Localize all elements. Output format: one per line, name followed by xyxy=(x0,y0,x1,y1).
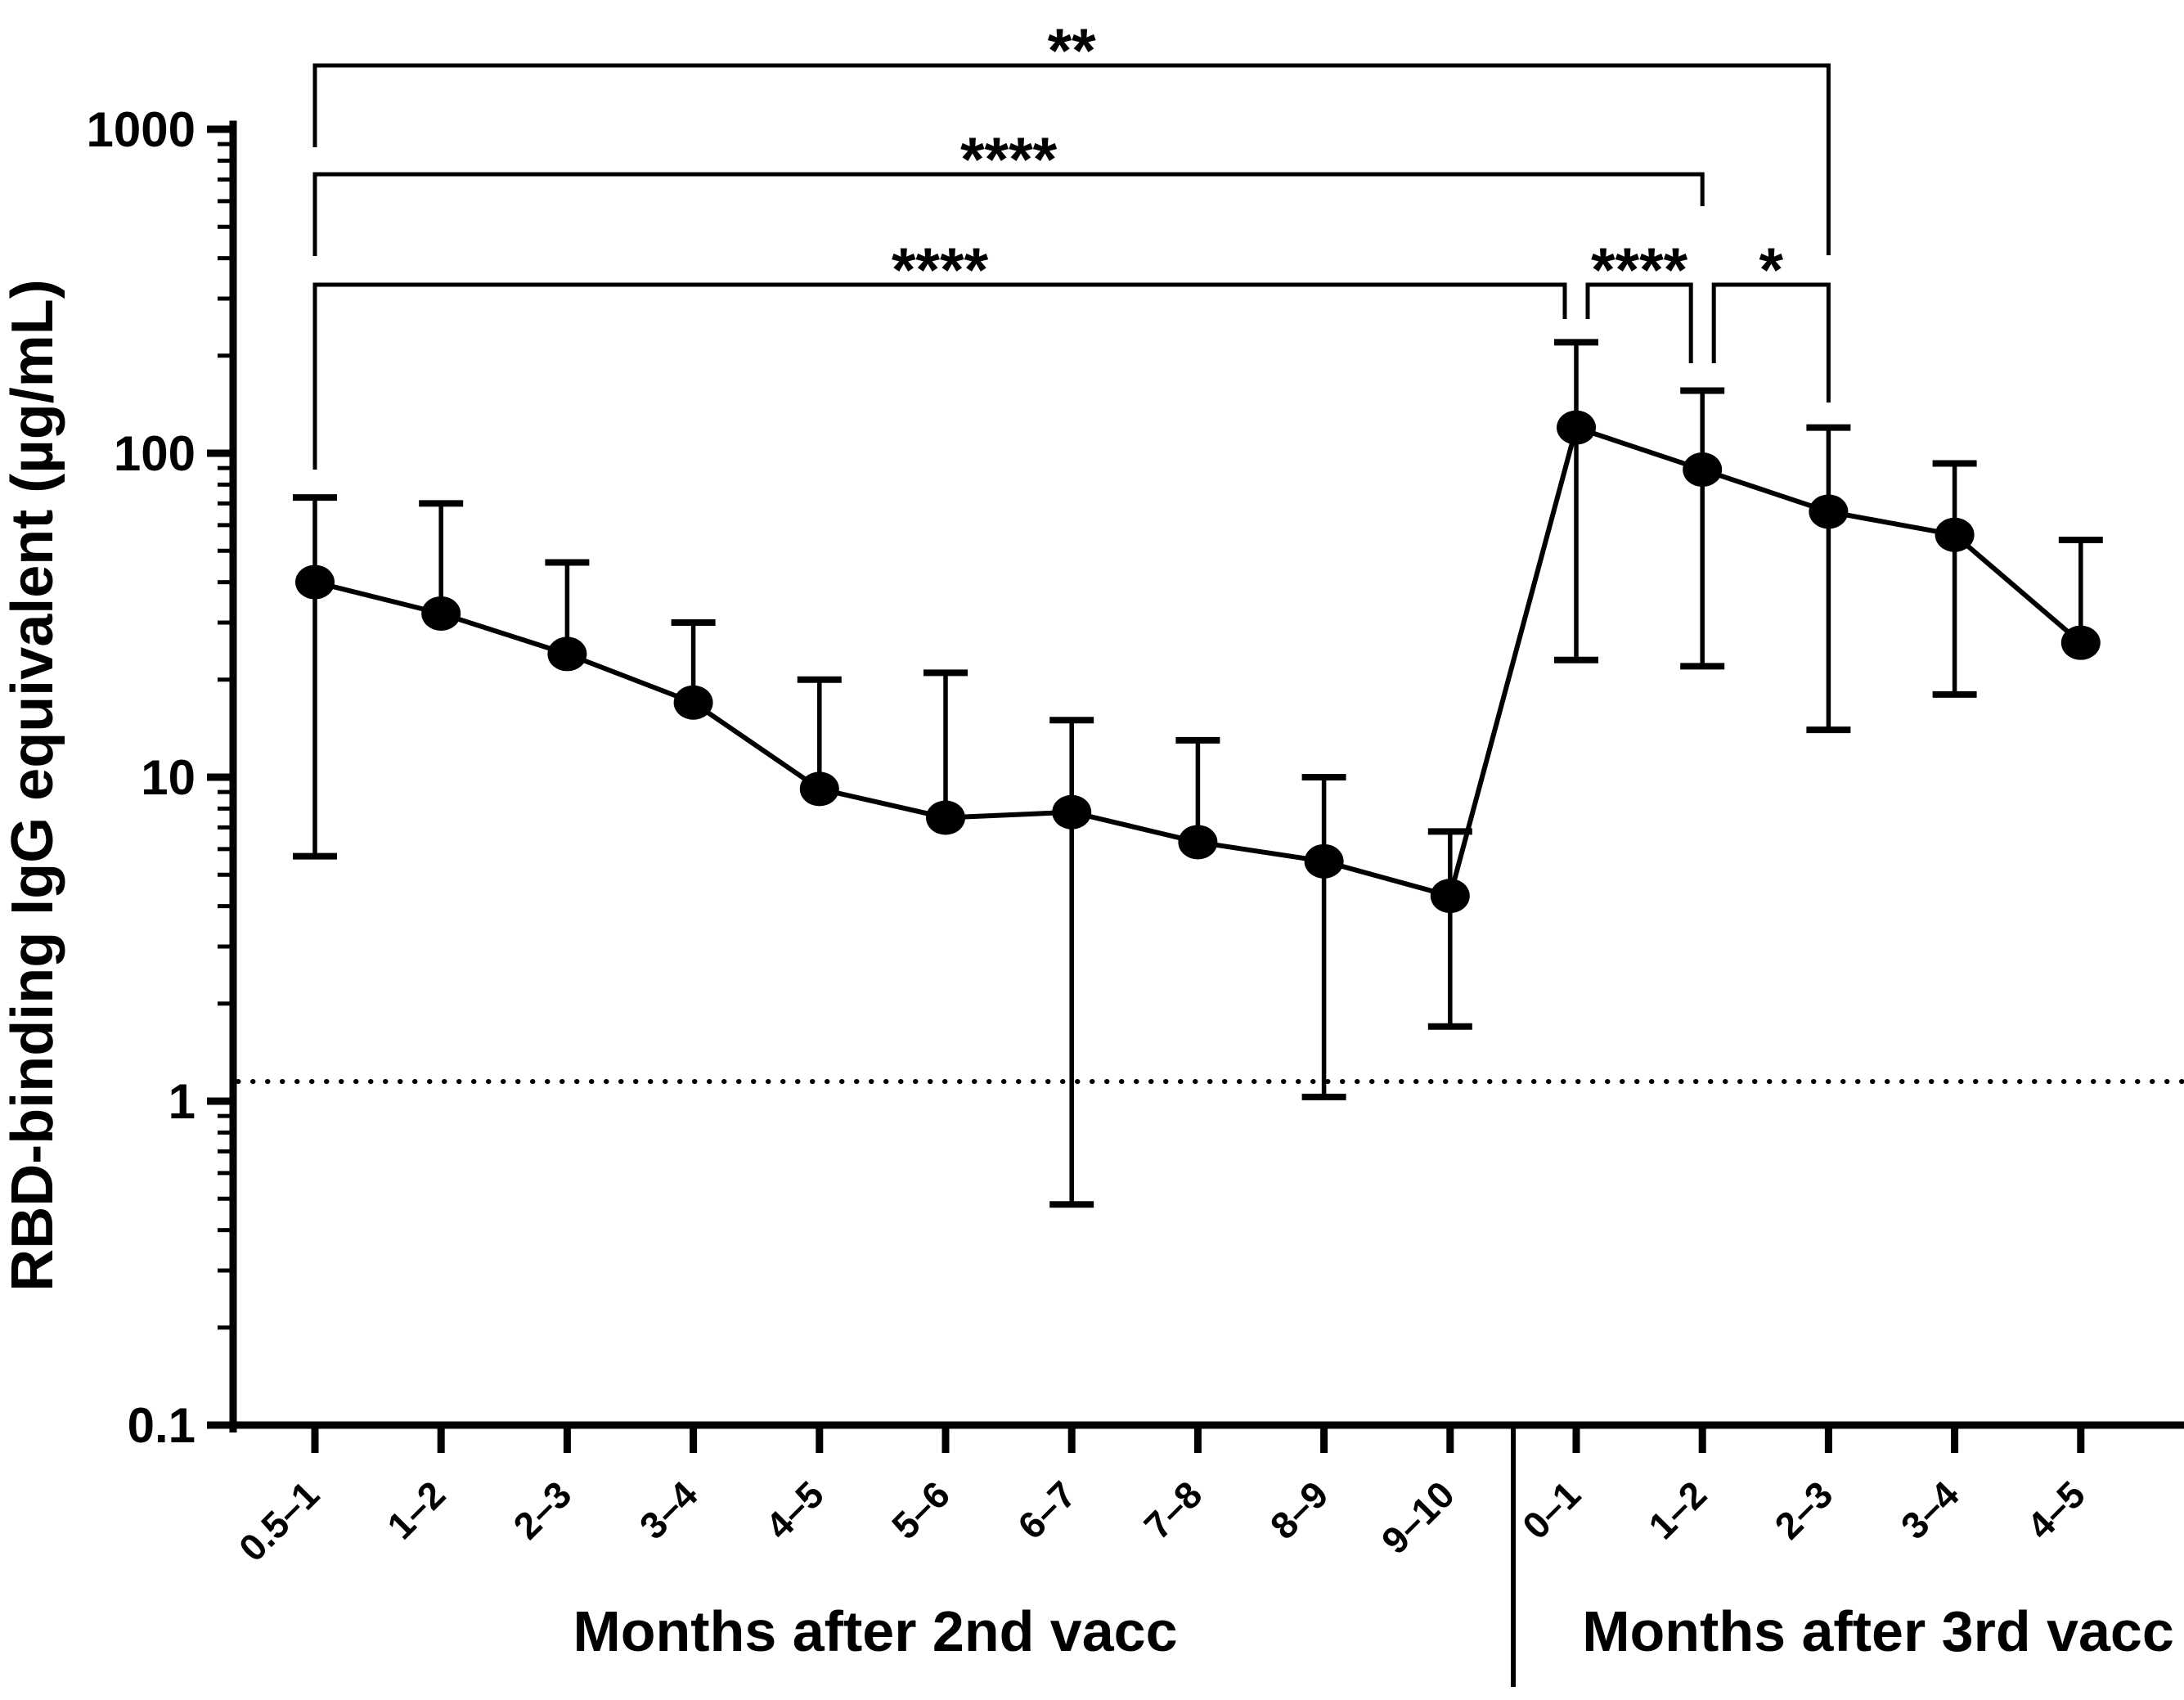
significance-bracket xyxy=(312,172,1705,256)
data-point xyxy=(2060,625,2101,660)
data-point xyxy=(1557,410,1596,445)
x-tick-label: 0–1 xyxy=(1514,1473,1589,1547)
significance-label: ** xyxy=(1048,16,1097,86)
x-tick-label: 1–2 xyxy=(1640,1473,1714,1547)
y-tick-label: 1000 xyxy=(87,102,195,157)
y-tick-label: 0.1 xyxy=(128,1398,195,1453)
y-tick-label: 100 xyxy=(114,426,195,481)
significance-label: **** xyxy=(1591,236,1688,305)
x-tick-label: 1–2 xyxy=(379,1473,453,1547)
x-tick-label: 5–6 xyxy=(883,1473,958,1547)
x-axis-group-label-3rd-vacc: Months after 3rd vacc xyxy=(1582,1599,2174,1663)
x-tick-label: 3–4 xyxy=(1893,1473,1967,1547)
x-tick-label: 7–8 xyxy=(1135,1473,1210,1547)
y-axis-title: RBD-binding IgG equivalent (µg/mL) xyxy=(0,279,65,1291)
data-point xyxy=(799,771,839,807)
x-tick-label: 0.5–1 xyxy=(231,1473,327,1569)
data-point xyxy=(1935,517,1975,552)
significance-bracket xyxy=(312,63,1831,255)
data-point xyxy=(421,596,461,631)
x-tick-label: 3–4 xyxy=(631,1473,706,1547)
data-point xyxy=(926,800,965,835)
significance-label: **** xyxy=(892,236,989,305)
x-tick-label: 6–7 xyxy=(1009,1473,1084,1547)
x-tick-label: 2–3 xyxy=(505,1473,579,1547)
x-tick-label: 2–3 xyxy=(1766,1473,1840,1547)
data-point xyxy=(1683,452,1723,488)
x-tick-label: 8–9 xyxy=(1262,1473,1337,1547)
significance-label: **** xyxy=(960,125,1058,195)
y-tick-label: 10 xyxy=(141,750,195,805)
x-tick-label: 4–5 xyxy=(757,1473,832,1547)
data-point xyxy=(1052,794,1092,830)
data-point xyxy=(1430,879,1470,914)
data-point xyxy=(295,564,335,600)
data-point xyxy=(1809,494,1849,529)
data-point xyxy=(1304,843,1344,879)
significance-bracket xyxy=(1585,282,1693,363)
x-tick-label: 4–5 xyxy=(2019,1473,2093,1547)
generated-chart-layer: 1000 100 10 1 0.1 0.5–1 1–2 2–3 3–4 4–5 5–6 6–7 7–8 8… xyxy=(87,16,2184,1687)
y-tick-label: 1 xyxy=(169,1074,195,1129)
significance-label: * xyxy=(1759,236,1784,305)
x-axis-group-label-2nd-vacc: Months after 2nd vacc xyxy=(573,1599,1177,1663)
data-point xyxy=(1178,825,1218,860)
significance-bracket xyxy=(1711,282,1831,403)
data-point xyxy=(673,685,713,720)
x-tick-label: 9–10 xyxy=(1373,1473,1463,1562)
data-point xyxy=(547,636,587,672)
significance-bracket xyxy=(312,282,1567,470)
